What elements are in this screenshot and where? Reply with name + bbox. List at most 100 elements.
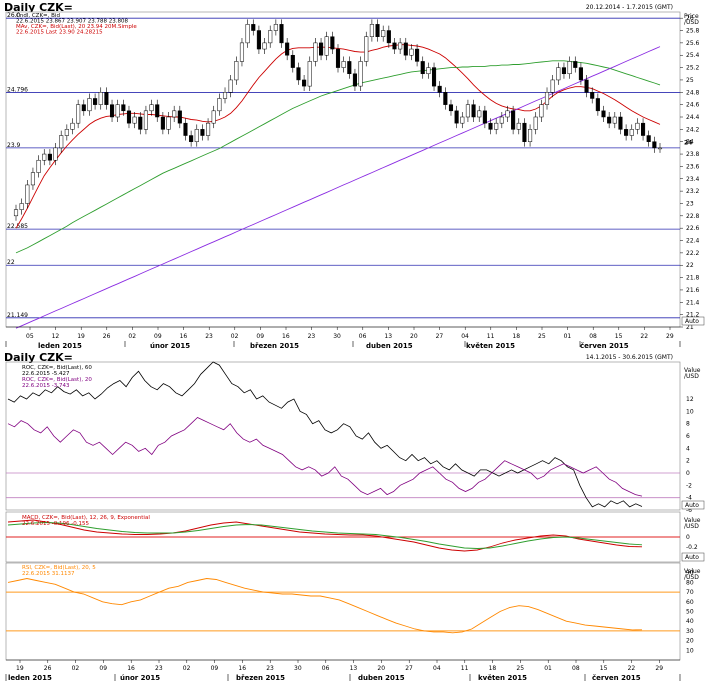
price-x-tick-label: 12 <box>52 333 60 340</box>
candle-body <box>494 122 499 130</box>
price-x-tick-label: 09 <box>256 333 264 340</box>
candle-body <box>13 209 19 217</box>
candle-body <box>595 98 600 112</box>
candle-body <box>624 129 629 136</box>
rsi-y-tick-label: 60 <box>686 599 694 606</box>
price-x-tick-label: 16 <box>180 333 188 340</box>
rsi-line-0 <box>7 578 643 634</box>
candle-body <box>448 104 454 112</box>
price-ref-label: 21.149 <box>7 312 28 319</box>
candle-body <box>70 122 75 130</box>
candle-body <box>324 36 329 56</box>
candle-body <box>200 129 205 136</box>
price-y-tick-label: 24 <box>686 139 694 146</box>
price-axis-unit-2: /USD <box>684 19 699 26</box>
bottom-x-tick-label: 22 <box>628 665 636 672</box>
candle-body <box>584 79 589 93</box>
bottom-x-tick-label: 11 <box>461 665 469 672</box>
candle-body <box>206 122 211 136</box>
bottom-month-label: březen 2015 <box>236 674 285 682</box>
price-chart-svg[interactable]: 26 25.8 25.6 25.4 25.2 25 24.8 24.6 24.4 24.2 24 23… <box>0 0 711 348</box>
candle-body <box>533 116 538 130</box>
price-ref-label: 23.9 <box>7 142 21 149</box>
bottom-month-label: únor 2015 <box>120 674 160 682</box>
candle-body <box>36 159 41 173</box>
macd-axis-unit-2: /USD <box>684 523 699 530</box>
candle-body <box>234 61 239 81</box>
candle-body <box>550 79 555 93</box>
bottom-x-tick-label: 20 <box>377 665 385 672</box>
price-x-tick-label: 23 <box>308 333 316 340</box>
price-y-tick-label: 21.4 <box>686 299 700 306</box>
price-x-tick-label: 23 <box>205 333 213 340</box>
price-y-tick-label: 21.8 <box>686 275 700 282</box>
candle-body <box>47 153 52 161</box>
price-y-tick-label: 23.2 <box>686 188 700 195</box>
price-ma-line-1 <box>15 60 661 254</box>
bottom-month-label: leden 2015 <box>8 674 52 682</box>
price-y-tick-label: 24.6 <box>686 102 700 109</box>
candle-body <box>471 104 476 118</box>
candle-body <box>522 122 527 142</box>
candle-body <box>121 104 126 112</box>
price-x-tick-label: 08 <box>589 333 597 340</box>
candle-body <box>149 104 154 112</box>
price-y-tick-label: 25.2 <box>686 65 700 72</box>
candle-body <box>612 116 617 124</box>
price-x-tick-label: 18 <box>512 333 520 340</box>
candle-body <box>403 42 408 56</box>
macd-scale-badge-label: Auto <box>685 554 699 561</box>
macd-line-0 <box>7 519 643 552</box>
price-ref-label: 24.796 <box>7 87 28 94</box>
candle-body <box>381 30 386 37</box>
price-x-tick-label: 30 <box>333 333 341 340</box>
bottom-x-tick-label: 09 <box>211 665 219 672</box>
candle-body <box>454 110 459 124</box>
rsi-y-tick-label: 50 <box>686 609 694 616</box>
rsi-legend-entry: RSI, CZK=, Bid(Last), 20, 5 <box>22 565 96 571</box>
price-y-tick-label: 25 <box>686 77 694 84</box>
price-x-tick-label: 22 <box>640 333 648 340</box>
price-y-tick-label: 25.6 <box>686 40 700 47</box>
candle-body <box>635 122 640 130</box>
bottom-x-tick-label: 02 <box>72 665 80 672</box>
bottom-x-tick-label: 27 <box>405 665 413 672</box>
candle-body <box>477 110 482 118</box>
price-y-tick-label: 21 <box>686 324 694 331</box>
price-y-tick-label: 22.8 <box>686 213 700 220</box>
macd-y-tick-label: -0.2 <box>686 544 698 551</box>
price-ref-label: 22.585 <box>7 223 28 230</box>
macd-y-tick-label: 0 <box>686 534 690 541</box>
candle-body <box>228 79 233 93</box>
price-month-label: červen 2015 <box>580 342 629 348</box>
candle-body <box>607 116 612 124</box>
price-x-tick-label: 02 <box>128 333 136 340</box>
rsi-y-tick-label: 40 <box>686 618 694 625</box>
candle-body <box>115 104 120 118</box>
candle-body <box>132 116 137 124</box>
candle-body <box>590 92 595 99</box>
candle-body <box>392 42 397 50</box>
candle-body <box>189 135 194 142</box>
bottom-x-tick-label: 09 <box>99 665 107 672</box>
candle-body <box>415 48 420 62</box>
candle-body <box>465 104 470 118</box>
candle-body <box>245 24 250 44</box>
candle-body <box>511 110 516 130</box>
bottom-x-tick-label: 13 <box>350 665 358 672</box>
price-x-tick-label: 26 <box>103 333 111 340</box>
candle-body <box>279 24 284 44</box>
price-x-tick-label: 29 <box>666 333 674 340</box>
roc-chart-panel: Daily CZK= 14.1.2015 - 30.6.2015 (GMT) <box>0 348 711 518</box>
price-y-tick-label: 23.8 <box>686 151 700 158</box>
candle-body <box>629 129 634 136</box>
candle-body <box>172 110 177 118</box>
candle-body <box>646 135 651 142</box>
macd-plot-area <box>5 511 681 563</box>
price-x-tick-label: 20 <box>410 333 418 340</box>
candle-body <box>386 30 391 44</box>
bottom-x-tick-label: 23 <box>155 665 163 672</box>
candle-body <box>657 147 663 150</box>
price-plot-area <box>5 11 681 328</box>
price-scale-badge <box>681 316 705 326</box>
